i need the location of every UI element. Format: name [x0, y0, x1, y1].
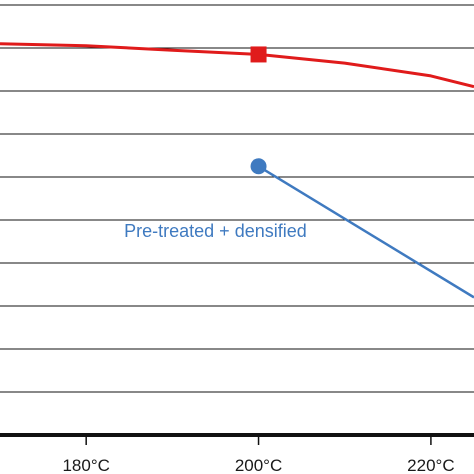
series-layer: [0, 42, 474, 299]
series-2-line: [257, 165, 474, 299]
x-tick-label: 220°C: [407, 456, 454, 474]
x-axis: 180°C 200°C 220°C: [0, 433, 474, 474]
series-label: Pre-treated + densified: [124, 221, 307, 241]
series-1-line: [0, 42, 474, 89]
series-1-marker-square: [250, 46, 267, 63]
annotations: Pre-treated + densified: [124, 221, 307, 241]
x-tick-label: 200°C: [235, 456, 282, 474]
series-2-marker-circle: [250, 158, 267, 175]
x-tick-label: 180°C: [62, 456, 109, 474]
gridlines: [0, 4, 474, 393]
